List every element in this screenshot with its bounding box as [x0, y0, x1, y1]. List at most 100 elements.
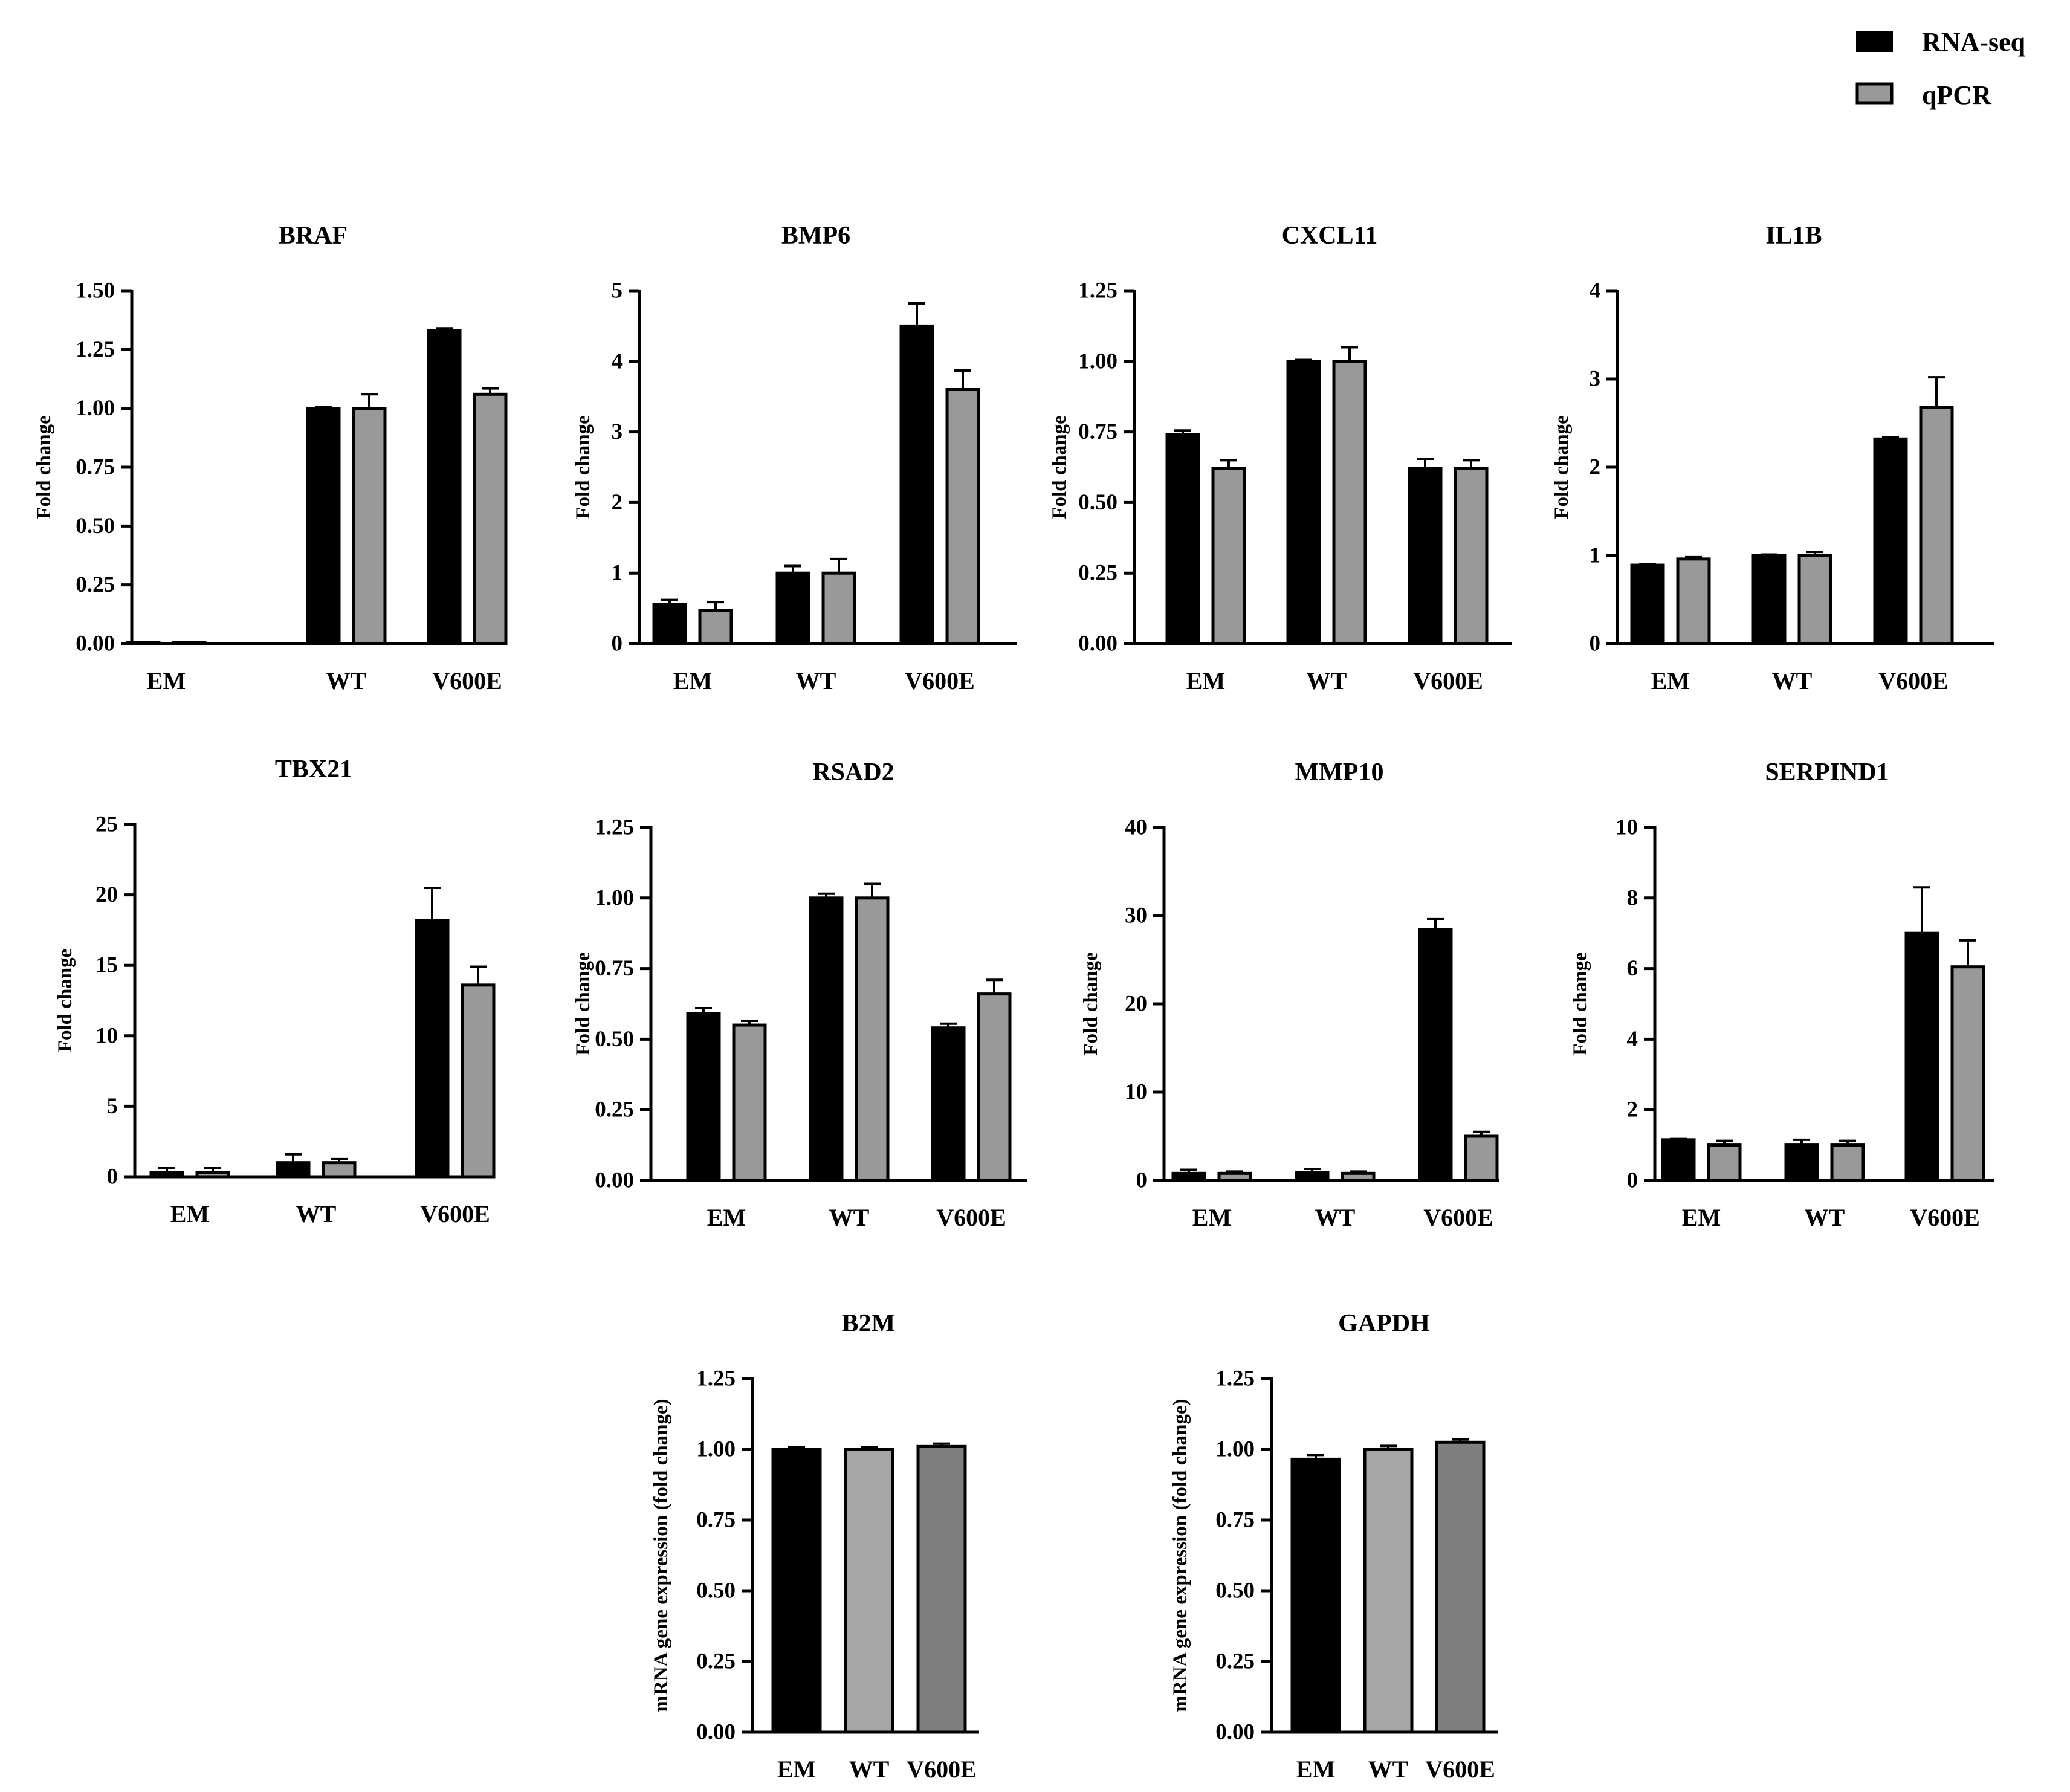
- x-tick-label: WT: [1307, 667, 1347, 694]
- y-tick-label: 0.75: [76, 455, 115, 480]
- y-tick-label: 10: [1125, 1080, 1147, 1105]
- y-tick-label: 3: [612, 419, 623, 444]
- y-tick-label: 0: [1627, 1168, 1638, 1193]
- bar-wt-rnaseq: [775, 571, 810, 645]
- y-tick-label: 5: [107, 1094, 118, 1119]
- y-tick-label: 4: [612, 349, 623, 374]
- bar-wt-qpcr: [1332, 360, 1367, 645]
- bar-em-qpcr: [732, 1023, 767, 1182]
- bar-wt-qpcr: [322, 1161, 357, 1179]
- y-axis-label: Fold change: [1080, 952, 1102, 1055]
- y-tick-label: 0.25: [1215, 1649, 1255, 1674]
- x-tick-label: EM: [777, 1756, 816, 1783]
- y-tick-label: 0.50: [1078, 490, 1117, 515]
- x-tick-label: V600E: [432, 667, 502, 694]
- x-tick-label: EM: [707, 1204, 746, 1231]
- chart-title: TBX21: [275, 755, 352, 783]
- y-tick-label: 1.25: [76, 337, 115, 362]
- y-tick-label: 0.75: [1215, 1508, 1255, 1533]
- panel-bmp6: BMP6 Fold change EM WT V600E 0 1 2 3 4 5: [572, 222, 1017, 694]
- bar-v600e-rnaseq: [427, 329, 462, 645]
- x-tick-label: EM: [1192, 1204, 1231, 1231]
- x-tick-label: V600E: [1878, 667, 1949, 694]
- bar-v600e: [916, 1444, 967, 1734]
- y-tick-label: 1.50: [76, 279, 115, 303]
- bar-em: [771, 1448, 822, 1734]
- bar-em-qpcr: [698, 609, 733, 645]
- x-tick-label: WT: [326, 667, 367, 694]
- y-tick-label: 0.25: [1078, 561, 1117, 586]
- panel-il1b: IL1B Fold change EM WT V600E 0 1 2 3 4: [1551, 222, 1994, 694]
- x-tick-label: V600E: [907, 1756, 977, 1783]
- bar-em: [1290, 1457, 1341, 1734]
- panels: BRAF Fold change EM WT V600E 0.00 0.25 0.50 0.75…: [33, 222, 1994, 1783]
- bar-wt-rnaseq: [1751, 554, 1787, 645]
- x-tick-label: WT: [1368, 1756, 1409, 1783]
- y-tick-label: 0: [1136, 1168, 1148, 1193]
- bar-wt-rnaseq: [1286, 360, 1321, 645]
- x-tick-label: EM: [170, 1200, 209, 1228]
- bar-v600e-rnaseq: [899, 324, 934, 645]
- bar-em-qpcr: [1211, 467, 1246, 645]
- bar-v600e-rnaseq: [1873, 437, 1908, 645]
- y-tick-label: 0.50: [76, 514, 115, 539]
- legend-label-rnaseq: RNA-seq: [1922, 27, 2026, 57]
- bar-em-rnaseq: [652, 603, 687, 645]
- y-tick-label: 1.00: [1078, 349, 1117, 374]
- x-tick-label: EM: [1296, 1756, 1335, 1783]
- y-tick-label: 0.00: [1078, 632, 1117, 656]
- x-tick-label: EM: [1651, 667, 1690, 694]
- bar-wt-qpcr: [1797, 554, 1832, 645]
- chart-title: IL1B: [1765, 222, 1822, 250]
- x-tick-label: WT: [849, 1756, 890, 1783]
- legend: RNA-seq qPCR: [1855, 27, 2026, 110]
- bar-v600e-qpcr: [1454, 467, 1489, 645]
- bar-v600e: [1435, 1440, 1486, 1734]
- x-tick-label: V600E: [936, 1204, 1006, 1231]
- y-tick-label: 15: [95, 953, 118, 978]
- chart-title: RSAD2: [812, 759, 894, 786]
- y-tick-label: 0.00: [1215, 1720, 1255, 1745]
- y-tick-label: 0.00: [696, 1720, 736, 1745]
- y-tick-label: 6: [1627, 956, 1638, 981]
- y-tick-label: 0.50: [696, 1579, 736, 1603]
- x-tick-label: EM: [1682, 1204, 1721, 1231]
- bar-v600e-rnaseq: [415, 919, 450, 1179]
- y-tick-label: 20: [1125, 992, 1147, 1017]
- bar-em-qpcr: [1707, 1143, 1742, 1182]
- legend-swatch-rnaseq: [1856, 31, 1893, 52]
- bar-v600e-rnaseq: [1408, 467, 1443, 645]
- y-axis-label: Fold change: [1551, 415, 1573, 519]
- panel-rsad2: RSAD2 Fold change EM WT V600E 0.00 0.25 0.50 0.7…: [572, 759, 1027, 1231]
- y-tick-label: 0.25: [76, 572, 115, 597]
- x-tick-label: WT: [796, 667, 836, 694]
- x-tick-label: WT: [829, 1204, 870, 1231]
- y-tick-label: 0.00: [76, 632, 115, 656]
- y-tick-label: 2: [612, 490, 623, 515]
- y-tick-label: 0.75: [595, 956, 634, 981]
- bar-v600e-qpcr: [945, 388, 980, 645]
- y-tick-label: 0.25: [595, 1098, 634, 1122]
- x-tick-label: V600E: [905, 667, 975, 694]
- y-axis-label: Fold change: [1049, 415, 1070, 519]
- x-tick-label: V600E: [1423, 1204, 1493, 1231]
- x-tick-label: WT: [1772, 667, 1813, 694]
- y-tick-label: 0.50: [595, 1027, 634, 1052]
- y-tick-label: 0.75: [1078, 419, 1117, 444]
- y-tick-label: 1.25: [595, 815, 634, 840]
- y-tick-label: 1.25: [696, 1367, 736, 1391]
- y-tick-label: 1.00: [595, 885, 634, 910]
- panel-braf: BRAF Fold change EM WT V600E 0.00 0.25 0.50 0.75…: [33, 222, 508, 694]
- legend-swatch-qpcr: [1855, 82, 1894, 105]
- y-tick-label: 0.25: [696, 1649, 736, 1674]
- bar-wt: [1363, 1448, 1414, 1734]
- x-tick-label: WT: [1805, 1204, 1845, 1231]
- bar-wt-rnaseq: [276, 1161, 311, 1179]
- y-tick-label: 30: [1125, 904, 1147, 928]
- bar-em-rnaseq: [686, 1012, 721, 1182]
- bar-v600e-qpcr: [1950, 965, 1985, 1182]
- chart-title: CXCL11: [1282, 222, 1378, 250]
- x-tick-label: EM: [1186, 667, 1225, 694]
- bar-v600e-rnaseq: [931, 1026, 966, 1182]
